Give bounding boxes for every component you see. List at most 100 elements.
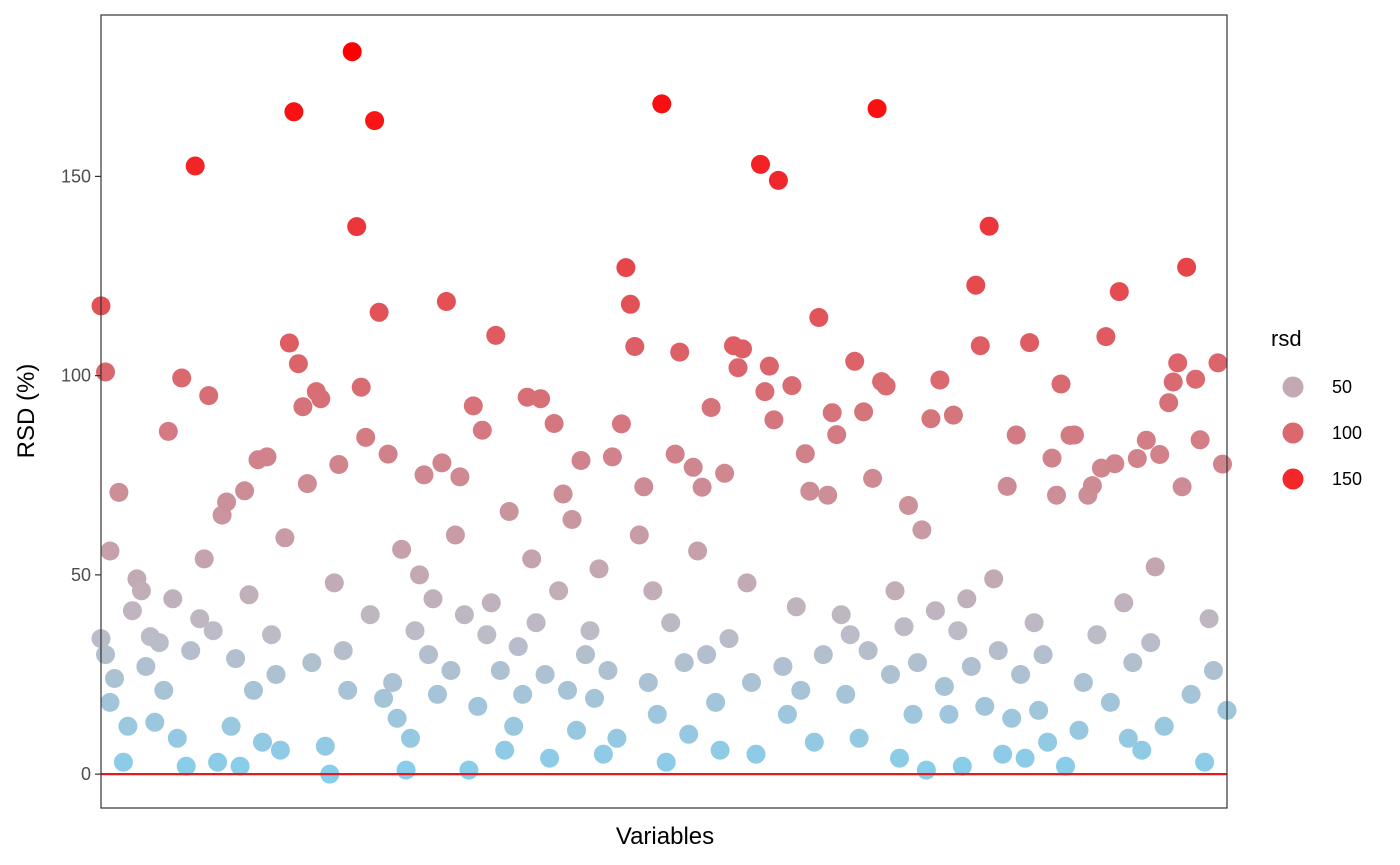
data-point [679,724,699,744]
data-point [854,402,874,422]
data-point [876,376,896,396]
data-point [970,336,990,356]
data-point [293,397,313,417]
data-point [1109,282,1129,302]
data-point [217,492,237,512]
data-point [1213,454,1232,474]
data-point [585,688,604,708]
data-point [576,645,595,665]
y-axis-title: RSD (%) [13,364,40,459]
data-point [813,645,833,665]
data-point [656,752,676,772]
data-point [715,463,735,483]
data-point [1006,425,1026,445]
data-point [428,684,447,704]
data-point [360,605,380,625]
data-point [185,156,205,176]
data-point [154,680,174,700]
data-point [719,629,739,649]
data-point [414,465,434,485]
data-point [764,410,784,430]
data-point [1033,645,1053,665]
data-point [997,476,1017,496]
data-point [369,302,389,322]
data-point [100,692,120,712]
data-point [966,275,986,295]
data-point [463,396,483,416]
data-point [804,732,824,752]
data-point [800,481,820,501]
y-tick-label: 0 [81,764,91,784]
data-point [1020,333,1040,353]
data-point [683,457,703,477]
data-point [1132,740,1152,760]
data-point [728,358,748,378]
data-point [315,736,335,756]
data-point [777,704,797,724]
data-point [1159,393,1179,413]
data-point [791,680,811,700]
data-point [1073,673,1093,692]
data-point [961,657,981,676]
data-point [1145,557,1165,577]
data-point [1118,728,1138,748]
data-point [275,528,295,548]
data-point [244,680,263,700]
data-point [1199,609,1219,629]
data-point [593,744,613,764]
data-point [508,637,528,657]
data-point [916,760,936,780]
data-point [329,455,349,474]
data-point [253,732,272,752]
data-point [396,760,416,780]
data-point [737,573,757,593]
data-point [634,477,654,497]
data-point [670,342,690,362]
data-point [975,696,995,716]
data-point [163,589,183,609]
data-point [795,444,815,464]
data-point [365,111,385,131]
data-point [957,589,977,609]
data-point [665,444,685,464]
data-point [1105,454,1125,474]
data-point [387,708,407,728]
data-point [436,292,456,311]
data-point [925,601,945,621]
data-point [468,696,488,716]
data-point [988,641,1008,661]
data-point [311,389,331,409]
data-point [831,605,851,625]
data-point [454,605,474,625]
data-point [598,661,618,680]
data-point [1208,353,1228,373]
data-point [674,653,694,673]
data-point [1123,653,1143,673]
data-point [706,692,726,712]
data-point [710,740,730,760]
data-point [993,744,1013,764]
plot-panel-border [100,14,1228,809]
data-point [890,748,909,768]
data-point [522,549,542,569]
data-point [432,453,452,473]
data-point [297,474,317,494]
data-point [96,362,115,382]
data-point [1100,692,1120,712]
data-point [921,409,941,429]
data-point [221,716,241,736]
data-point [638,673,658,692]
data-point [755,382,775,402]
data-point [768,170,788,190]
data-point [531,389,551,409]
y-axis: 0 50 100 150 [61,166,101,784]
data-point [167,728,187,748]
data-point [481,593,501,613]
data-point [1114,593,1134,613]
data-point [302,653,322,673]
data-point [1002,708,1022,728]
data-point [1029,700,1049,720]
data-point [701,398,721,417]
